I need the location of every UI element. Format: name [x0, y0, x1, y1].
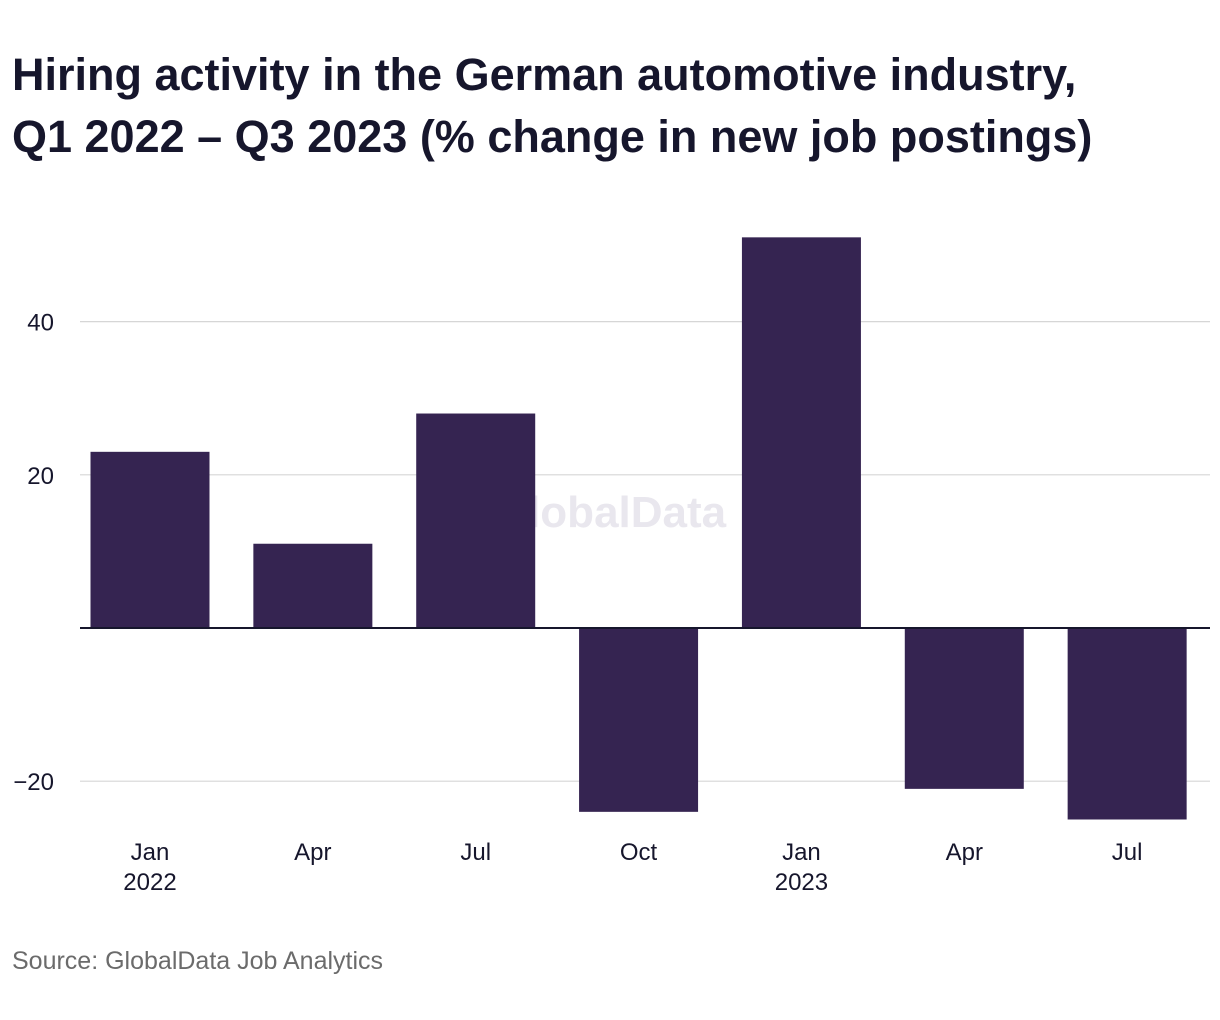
bar — [1067, 628, 1187, 820]
y-tick-label: −20 — [13, 769, 54, 796]
x-tick-year-label: 2023 — [775, 869, 828, 896]
x-tick-year-label: 2022 — [123, 869, 176, 896]
bar — [741, 237, 861, 628]
bar — [416, 413, 536, 628]
x-tick-label: Jul — [1112, 839, 1143, 866]
bar — [253, 543, 373, 628]
x-tick-label: Apr — [294, 839, 331, 866]
source-note: Source: GlobalData Job Analytics — [12, 947, 384, 975]
bar — [90, 451, 210, 628]
x-tick-label: Jul — [460, 839, 491, 866]
chart-title-line-2: Q1 2022 – Q3 2023 (% change in new job p… — [12, 111, 1093, 162]
x-tick-label: Oct — [620, 839, 658, 866]
x-tick-label: Apr — [946, 839, 983, 866]
chart-title: Hiring activity in the German automotive… — [12, 44, 1212, 168]
x-tick-label: Jan — [131, 839, 170, 866]
bar — [579, 628, 699, 812]
chart-title-line-1: Hiring activity in the German automotive… — [12, 49, 1077, 100]
y-tick-label: 20 — [27, 463, 54, 490]
bar — [904, 628, 1024, 789]
x-tick-label: Jan — [782, 839, 821, 866]
y-tick-label: 40 — [27, 310, 54, 337]
